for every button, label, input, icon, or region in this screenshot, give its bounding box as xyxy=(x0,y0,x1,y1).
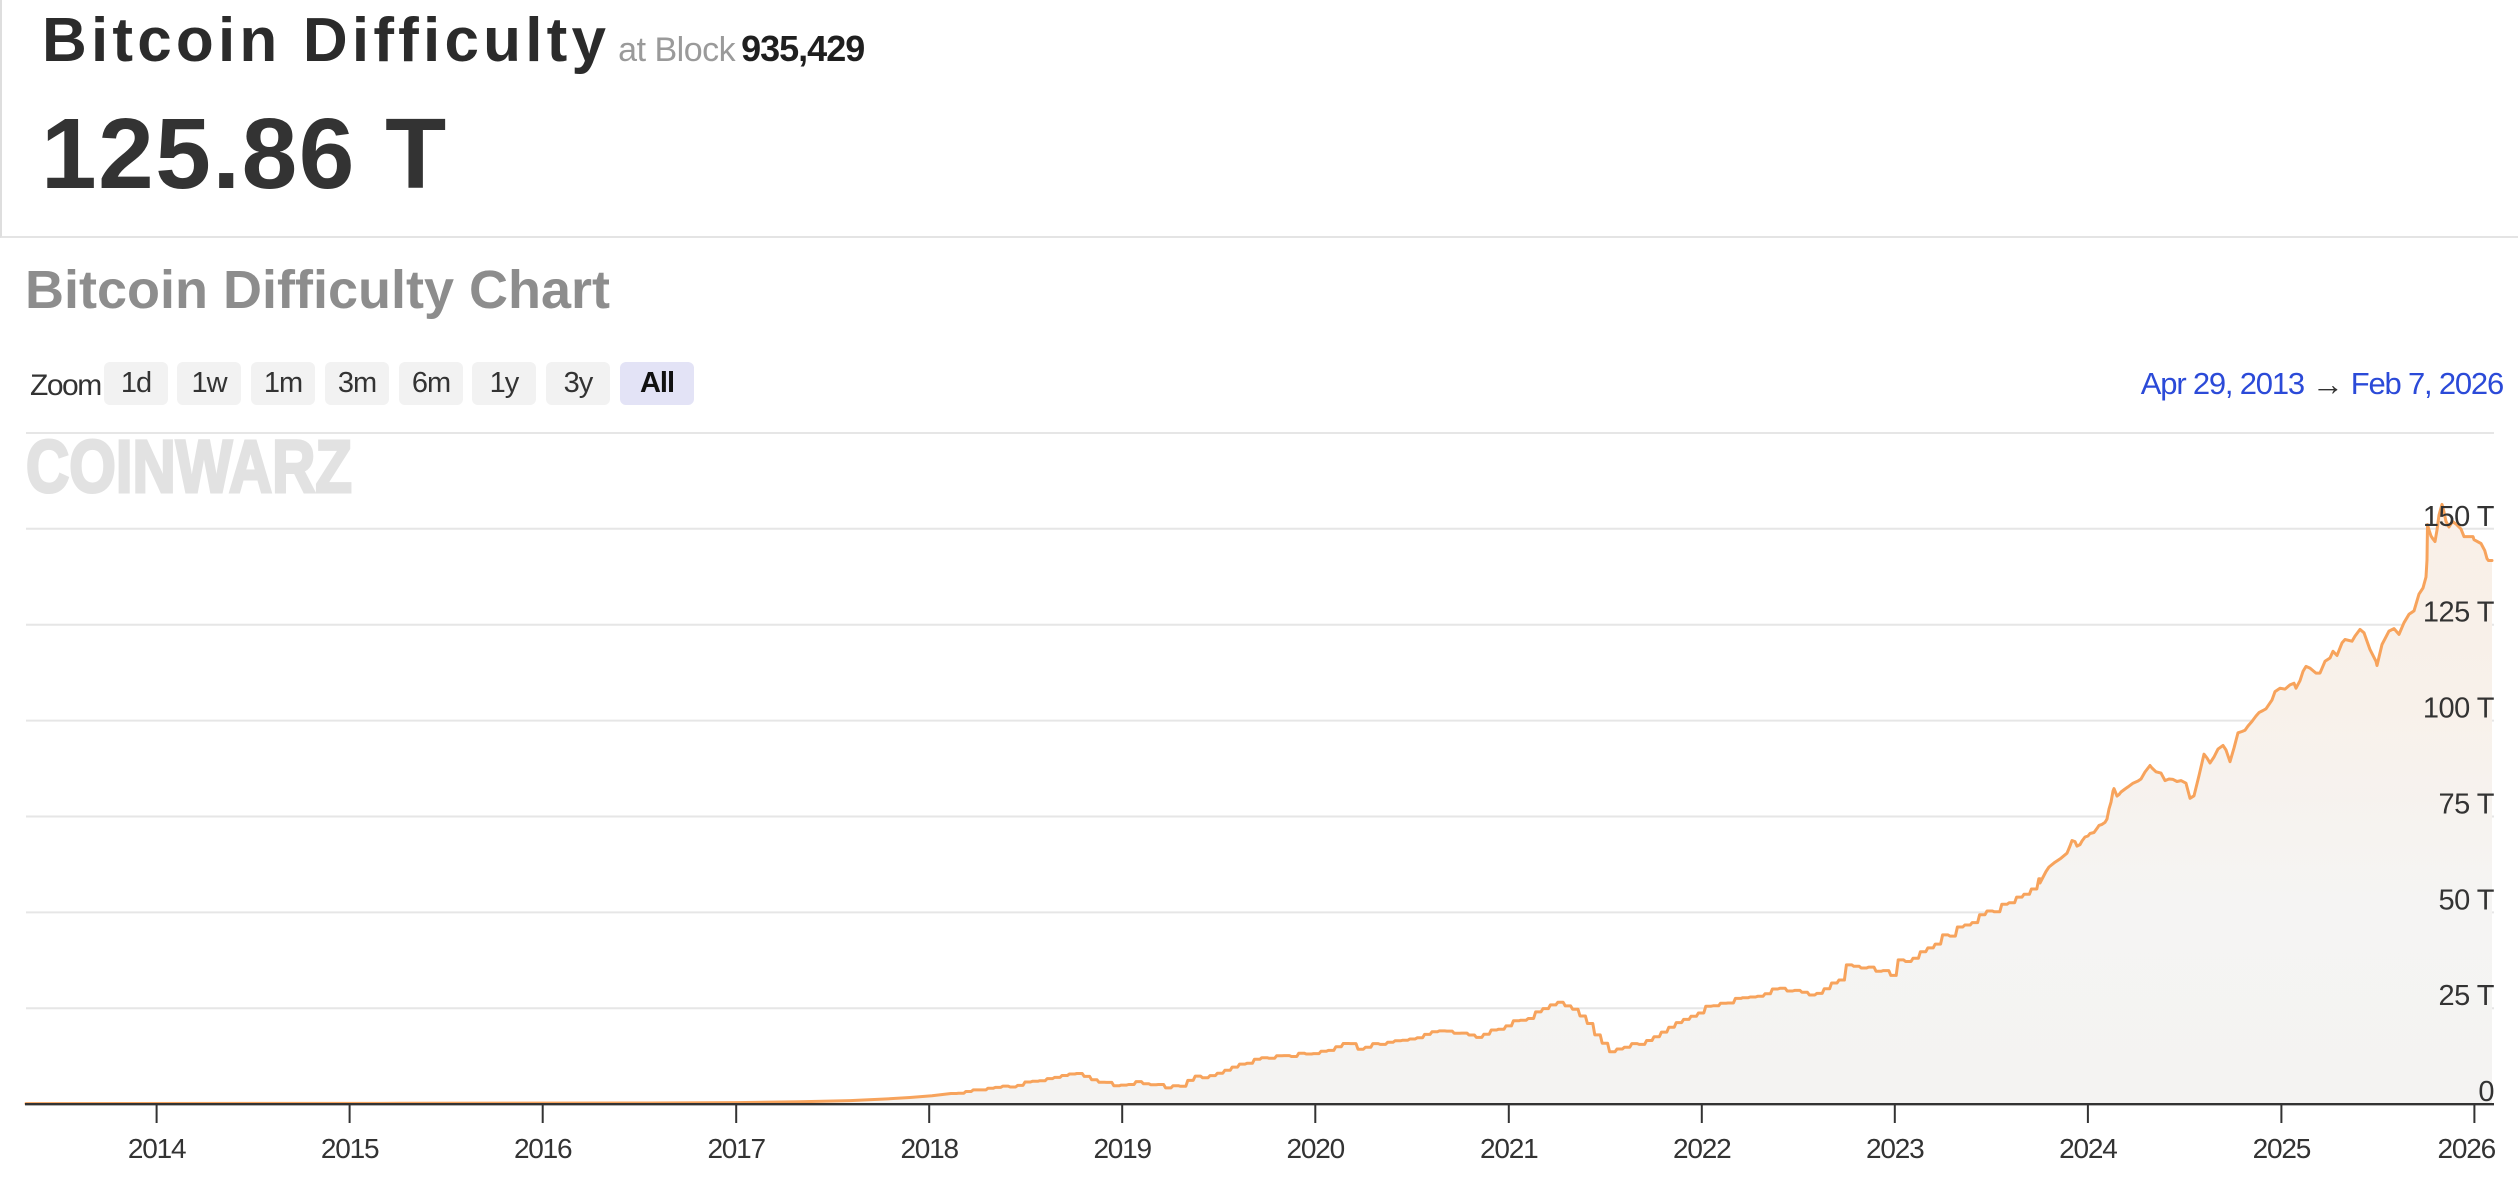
svg-text:150 T: 150 T xyxy=(2423,501,2495,533)
svg-text:2022: 2022 xyxy=(1673,1133,1731,1164)
svg-text:0: 0 xyxy=(2478,1076,2494,1108)
svg-text:2023: 2023 xyxy=(1866,1133,1924,1164)
svg-text:2020: 2020 xyxy=(1287,1133,1345,1164)
svg-text:2014: 2014 xyxy=(128,1133,186,1164)
svg-text:2015: 2015 xyxy=(321,1133,379,1164)
svg-text:2018: 2018 xyxy=(900,1133,958,1164)
svg-text:2025: 2025 xyxy=(2253,1133,2311,1164)
svg-text:50 T: 50 T xyxy=(2438,884,2494,916)
svg-text:75 T: 75 T xyxy=(2438,789,2494,821)
svg-text:2016: 2016 xyxy=(514,1133,572,1164)
svg-text:2019: 2019 xyxy=(1093,1133,1151,1164)
svg-text:2026: 2026 xyxy=(2438,1133,2496,1164)
svg-text:125 T: 125 T xyxy=(2423,597,2495,629)
svg-text:25 T: 25 T xyxy=(2438,980,2494,1012)
svg-text:100 T: 100 T xyxy=(2423,693,2495,725)
svg-text:COINWARZ: COINWARZ xyxy=(26,425,352,508)
svg-text:2021: 2021 xyxy=(1480,1133,1538,1164)
svg-text:2024: 2024 xyxy=(2059,1133,2117,1164)
svg-text:2017: 2017 xyxy=(707,1133,765,1164)
